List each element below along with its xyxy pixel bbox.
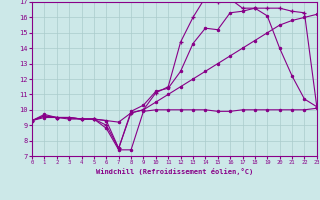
X-axis label: Windchill (Refroidissement éolien,°C): Windchill (Refroidissement éolien,°C) (96, 168, 253, 175)
